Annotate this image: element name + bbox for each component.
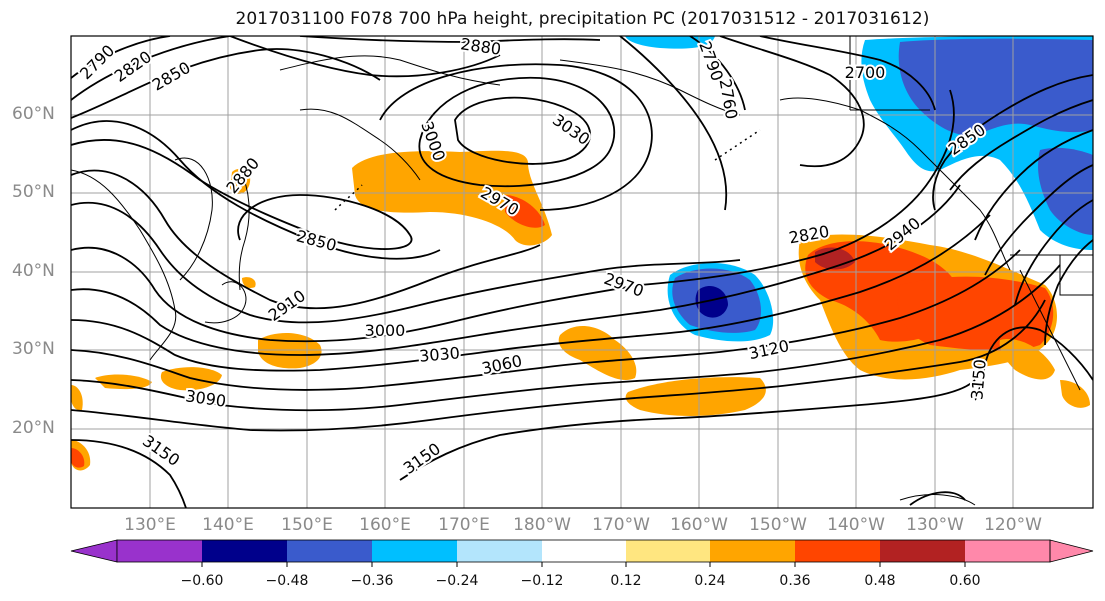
lat-label: 50°N bbox=[12, 182, 55, 202]
lon-label: 160°E bbox=[359, 515, 411, 535]
colorbar-segment bbox=[626, 540, 710, 562]
lon-label: 140°W bbox=[827, 515, 885, 535]
coastlines bbox=[71, 36, 1093, 506]
lon-label: 170°E bbox=[438, 515, 490, 535]
lon-label: 150°W bbox=[749, 515, 807, 535]
colorbar-segment bbox=[287, 540, 372, 562]
lon-label: 120°W bbox=[984, 515, 1042, 535]
colorbar-tick-label: −0.48 bbox=[265, 573, 309, 589]
contour-label: 3150 bbox=[967, 358, 989, 400]
lon-label: 170°W bbox=[592, 515, 650, 535]
colorbar-segment bbox=[117, 540, 202, 562]
map-frame bbox=[70, 35, 1094, 509]
lon-label: 130°E bbox=[124, 515, 176, 535]
colorbar-segment bbox=[965, 540, 1050, 562]
colorbar-segment bbox=[880, 540, 965, 562]
colorbar-tick-label: 0.12 bbox=[610, 573, 642, 589]
precip-negative-shading bbox=[625, 36, 1093, 342]
lat-label: 60°N bbox=[12, 104, 55, 124]
colorbar-tick-label: −0.24 bbox=[435, 573, 479, 589]
colorbar-outline bbox=[116, 539, 1051, 563]
height-contours bbox=[71, 36, 1093, 508]
contour-label: 3000 bbox=[365, 321, 406, 340]
dateline-trace bbox=[334, 129, 761, 211]
lat-label: 30°N bbox=[12, 339, 55, 359]
lon-label: 160°W bbox=[670, 515, 728, 535]
colorbar-segment bbox=[542, 540, 626, 562]
graticule bbox=[71, 36, 1093, 508]
colorbar-tick-label: 0.48 bbox=[864, 573, 896, 589]
colorbar-segment bbox=[202, 540, 287, 562]
lat-label: 20°N bbox=[12, 418, 55, 438]
lon-label: 130°W bbox=[906, 515, 964, 535]
colorbar-segment bbox=[457, 540, 542, 562]
colorbar-tick-label: 0.60 bbox=[949, 573, 981, 589]
colorbar-tick-label: 0.24 bbox=[694, 573, 726, 589]
contour-label: 2700 bbox=[845, 63, 886, 82]
colorbar-extend-left bbox=[70, 539, 118, 563]
lat-label: 40°N bbox=[12, 261, 55, 281]
colorbar-tick-label: 0.36 bbox=[779, 573, 811, 589]
colorbar-tick-label: −0.36 bbox=[350, 573, 394, 589]
lon-label: 140°E bbox=[202, 515, 254, 535]
lon-label: 150°E bbox=[281, 515, 333, 535]
chart-title: 2017031100 F078 700 hPa height, precipit… bbox=[235, 9, 930, 29]
colorbar-extend-right bbox=[1049, 539, 1094, 563]
lon-label: 180°W bbox=[513, 515, 571, 535]
colorbar-tick-label: −0.60 bbox=[180, 573, 224, 589]
contour-label: 3030 bbox=[418, 343, 460, 365]
colorbar-tick-label: −0.12 bbox=[520, 573, 564, 589]
colorbar-segment bbox=[710, 540, 795, 562]
colorbar-segment bbox=[372, 540, 457, 562]
colorbar-segment bbox=[795, 540, 880, 562]
colorbar bbox=[70, 539, 1094, 567]
